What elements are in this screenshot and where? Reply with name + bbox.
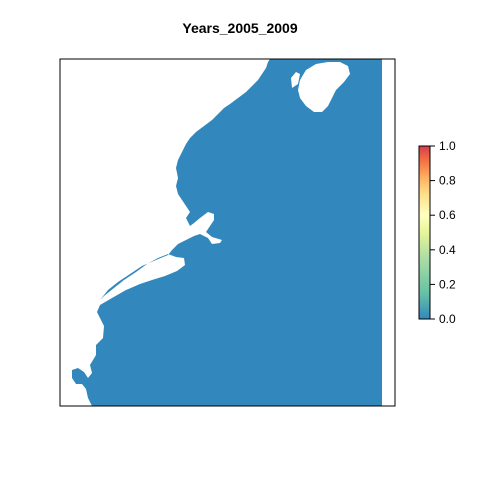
ocean-area [72,59,382,406]
map-frame [59,58,396,407]
coastal-island [291,72,300,88]
nova-scotia-landmass [298,62,350,112]
map-title: Years_2005_2009 [182,20,298,36]
legend-tick-label: 1.0 [439,139,456,153]
legend-colorbar [418,145,431,320]
legend-tick-label: 0.6 [439,208,456,222]
legend-axis: 0.0 0.2 0.4 0.6 0.8 1.0 [430,139,456,326]
legend-tick-label: 0.0 [439,312,456,326]
legend-tick-label: 0.4 [439,243,456,257]
legend-tick-label: 0.2 [439,277,456,291]
legend-tick-label: 0.8 [439,174,456,188]
